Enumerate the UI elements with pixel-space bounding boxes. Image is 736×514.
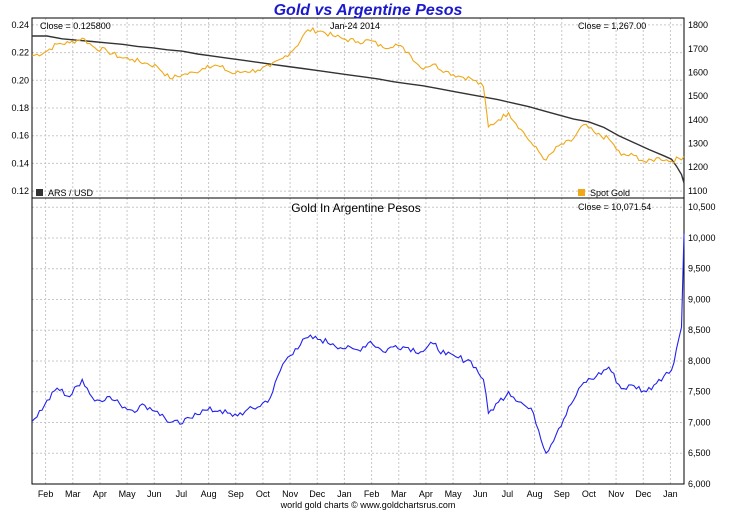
x-tick-label: Sep: [228, 489, 244, 499]
top-right-tick-label: 1400: [688, 115, 708, 125]
chart-title: Gold vs Argentine Pesos: [274, 2, 463, 19]
x-tick-label: Dec: [309, 489, 326, 499]
top-right-tick-label: 1700: [688, 44, 708, 54]
x-tick-label: May: [445, 489, 463, 499]
x-tick-label: Nov: [282, 489, 299, 499]
bottom-right-tick-label: 7,000: [688, 417, 711, 427]
bottom-right-tick-label: 8,000: [688, 356, 711, 366]
top-left-tick-label: 0.24: [11, 20, 29, 30]
gold-legend-swatch: [578, 189, 585, 196]
x-tick-label: Sep: [554, 489, 570, 499]
top-right-tick-label: 1300: [688, 139, 708, 149]
top-right-tick-label: 1200: [688, 162, 708, 172]
bottom-right-tick-label: 9,500: [688, 264, 711, 274]
spot-gold-series-line: [31, 26, 685, 164]
x-tick-label: Aug: [527, 489, 543, 499]
x-tick-label: Apr: [419, 489, 433, 499]
top-left-close-label: Close = 0.125800: [40, 21, 111, 31]
x-tick-label: Jun: [147, 489, 162, 499]
bottom-right-tick-label: 9,000: [688, 294, 711, 304]
bottom-right-tick-label: 10,500: [688, 202, 716, 212]
tick-labels: Feb Mar Apr May Jun Jul Aug Sep Oct Nov Dec Jan Feb M…: [11, 20, 715, 499]
x-tick-label: Oct: [582, 489, 597, 499]
bottom-right-tick-label: 6,500: [688, 448, 711, 458]
top-left-tick-label: 0.20: [11, 75, 29, 85]
x-tick-label: Feb: [38, 489, 54, 499]
top-right-close-label: Close = 1,267.00: [578, 21, 646, 31]
x-tick-label: Apr: [93, 489, 107, 499]
top-right-tick-label: 1500: [688, 91, 708, 101]
top-left-tick-label: 0.12: [11, 186, 29, 196]
gold-legend-label: Spot Gold: [590, 188, 630, 198]
ars-legend-label: ARS / USD: [48, 188, 94, 198]
top-left-tick-label: 0.18: [11, 103, 29, 113]
x-tick-label: Jan: [663, 489, 678, 499]
top-left-tick-label: 0.16: [11, 131, 29, 141]
top-right-tick-label: 1800: [688, 20, 708, 30]
top-right-tick-label: 1600: [688, 67, 708, 77]
x-tick-label: May: [119, 489, 137, 499]
ars-usd-series-line: [32, 35, 685, 184]
x-tick-label: Mar: [391, 489, 407, 499]
bottom-close-label: Close = 10,071.54: [578, 202, 651, 212]
x-tick-label: Nov: [608, 489, 625, 499]
x-tick-label: Oct: [256, 489, 271, 499]
x-tick-label: Mar: [65, 489, 81, 499]
x-tick-label: Dec: [635, 489, 652, 499]
bottom-right-tick-label: 10,000: [688, 233, 716, 243]
x-tick-label: Feb: [364, 489, 380, 499]
x-tick-label: Jun: [473, 489, 488, 499]
bottom-panel-title: Gold In Argentine Pesos: [291, 201, 420, 215]
bottom-right-tick-label: 6,000: [688, 479, 711, 489]
x-tick-label: Jul: [502, 489, 514, 499]
x-tick-label: Jul: [176, 489, 188, 499]
top-left-tick-label: 0.14: [11, 158, 29, 168]
top-left-tick-label: 0.22: [11, 48, 29, 58]
grid-lines: [32, 18, 684, 485]
bottom-panel-frame: [31, 197, 685, 485]
top-right-tick-label: 1100: [688, 186, 707, 196]
gold-in-ars-series-line: [31, 233, 685, 455]
bottom-right-tick-label: 7,500: [688, 387, 711, 397]
bottom-right-tick-label: 8,500: [688, 325, 711, 335]
x-tick-label: Jan: [337, 489, 352, 499]
ars-legend-swatch: [36, 189, 43, 196]
footer-credit: world gold charts © www.goldchartsrus.co…: [280, 500, 456, 510]
series-lines: [31, 26, 685, 455]
x-tick-label: Aug: [201, 489, 217, 499]
chart-date-label: Jan-24 2014: [330, 21, 380, 31]
